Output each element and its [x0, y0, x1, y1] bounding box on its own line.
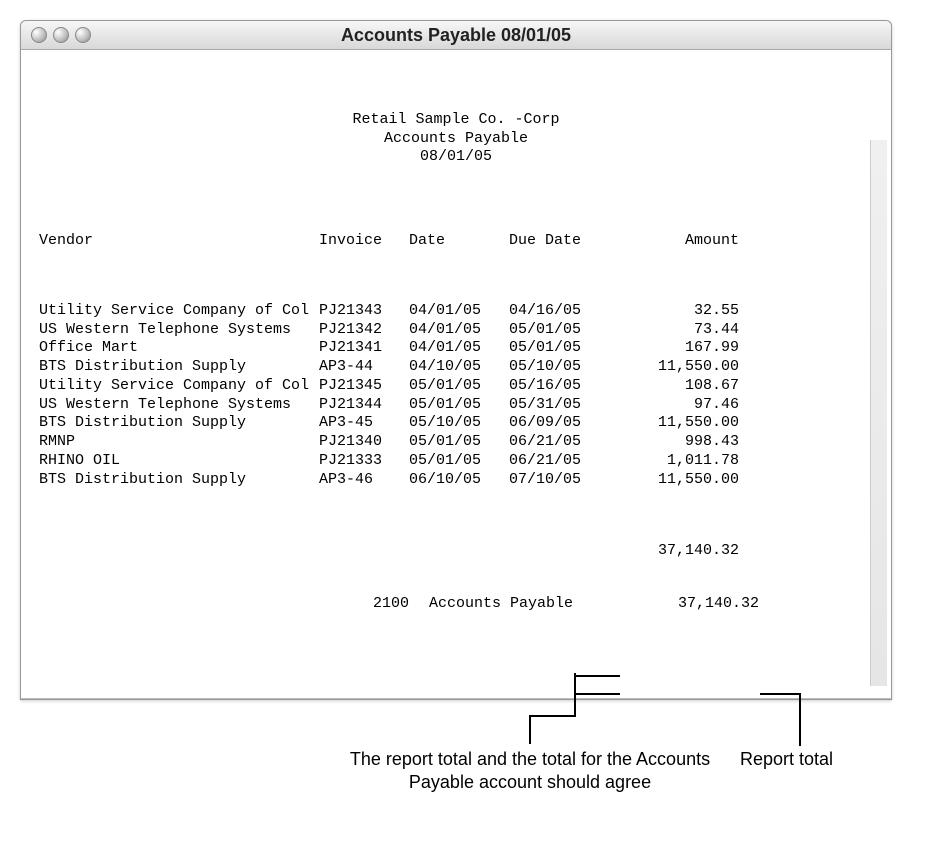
- table-row: US Western Telephone SystemsPJ2134204/01…: [39, 321, 873, 340]
- col-header-date: Date: [409, 232, 509, 251]
- cell-amount: 1,011.78: [609, 452, 739, 471]
- table-row: RMNPPJ2134005/01/0506/21/05998.43: [39, 433, 873, 452]
- cell-vendor: Utility Service Company of Col: [39, 302, 319, 321]
- cell-amount: 32.55: [609, 302, 739, 321]
- cell-date: 05/01/05: [409, 433, 509, 452]
- cell-date: 04/01/05: [409, 302, 509, 321]
- cell-invoice: PJ21333: [319, 452, 409, 471]
- col-header-amount: Amount: [609, 232, 739, 251]
- report-content: Retail Sample Co. -Corp Accounts Payable…: [21, 50, 891, 696]
- cell-amount: 11,550.00: [609, 414, 739, 433]
- window-title: Accounts Payable 08/01/05: [21, 25, 891, 46]
- cell-invoice: PJ21340: [319, 433, 409, 452]
- cell-duedate: 04/16/05: [509, 302, 609, 321]
- cell-invoice: AP3-44: [319, 358, 409, 377]
- cell-duedate: 05/31/05: [509, 396, 609, 415]
- cell-vendor: RHINO OIL: [39, 452, 319, 471]
- cell-amount: 167.99: [609, 339, 739, 358]
- account-code: 2100: [319, 595, 429, 614]
- report-date: 08/01/05: [420, 148, 492, 165]
- cell-invoice: PJ21342: [319, 321, 409, 340]
- cell-invoice: AP3-45: [319, 414, 409, 433]
- titlebar[interactable]: Accounts Payable 08/01/05: [21, 21, 891, 50]
- callout-right: Report total: [740, 748, 833, 771]
- cell-amount: 11,550.00: [609, 471, 739, 490]
- cell-invoice: PJ21344: [319, 396, 409, 415]
- callout-left: The report total and the total for the A…: [320, 748, 740, 795]
- cell-vendor: Office Mart: [39, 339, 319, 358]
- cell-vendor: Utility Service Company of Col: [39, 377, 319, 396]
- table-row: BTS Distribution SupplyAP3-4606/10/0507/…: [39, 471, 873, 490]
- cell-vendor: BTS Distribution Supply: [39, 414, 319, 433]
- cell-vendor: US Western Telephone Systems: [39, 396, 319, 415]
- table-row: Office MartPJ2134104/01/0505/01/05167.99: [39, 339, 873, 358]
- cell-date: 04/01/05: [409, 321, 509, 340]
- cell-duedate: 05/01/05: [509, 321, 609, 340]
- account-label: Accounts Payable: [429, 595, 629, 614]
- cell-vendor: BTS Distribution Supply: [39, 471, 319, 490]
- col-header-duedate: Due Date: [509, 232, 609, 251]
- company-name: Retail Sample Co. -Corp: [352, 111, 559, 128]
- report-window: Accounts Payable 08/01/05 Retail Sample …: [20, 20, 892, 700]
- subtotal-line: 37,140.32: [39, 542, 873, 561]
- report-title: Accounts Payable: [384, 130, 528, 147]
- cell-amount: 97.46: [609, 396, 739, 415]
- cell-date: 05/01/05: [409, 377, 509, 396]
- cell-invoice: PJ21343: [319, 302, 409, 321]
- account-total-line: 2100 Accounts Payable 37,140.32: [39, 595, 873, 614]
- scrollbar[interactable]: [870, 140, 887, 686]
- cell-amount: 998.43: [609, 433, 739, 452]
- cell-vendor: BTS Distribution Supply: [39, 358, 319, 377]
- rows-container: Utility Service Company of ColPJ2134304/…: [39, 302, 873, 490]
- column-headers: Vendor Invoice Date Due Date Amount: [39, 232, 873, 251]
- subtotal-amount: 37,140.32: [609, 542, 739, 561]
- table-row: BTS Distribution SupplyAP3-4404/10/0505/…: [39, 358, 873, 377]
- report-total-amount: 37,140.32: [629, 595, 759, 614]
- cell-date: 05/10/05: [409, 414, 509, 433]
- table-row: RHINO OILPJ2133305/01/0506/21/051,011.78: [39, 452, 873, 471]
- col-header-invoice: Invoice: [319, 232, 409, 251]
- table-row: Utility Service Company of ColPJ2134304/…: [39, 302, 873, 321]
- table-row: US Western Telephone SystemsPJ2134405/01…: [39, 396, 873, 415]
- callouts: The report total and the total for the A…: [20, 706, 890, 826]
- cell-invoice: PJ21341: [319, 339, 409, 358]
- window-resize-area: [21, 698, 891, 699]
- cell-date: 05/01/05: [409, 396, 509, 415]
- close-icon[interactable]: [31, 27, 47, 43]
- cell-invoice: PJ21345: [319, 377, 409, 396]
- zoom-icon[interactable]: [75, 27, 91, 43]
- cell-invoice: AP3-46: [319, 471, 409, 490]
- cell-duedate: 06/21/05: [509, 433, 609, 452]
- cell-duedate: 06/09/05: [509, 414, 609, 433]
- cell-duedate: 05/16/05: [509, 377, 609, 396]
- minimize-icon[interactable]: [53, 27, 69, 43]
- cell-duedate: 07/10/05: [509, 471, 609, 490]
- cell-amount: 73.44: [609, 321, 739, 340]
- cell-date: 04/10/05: [409, 358, 509, 377]
- cell-duedate: 05/01/05: [509, 339, 609, 358]
- cell-date: 04/01/05: [409, 339, 509, 358]
- cell-amount: 108.67: [609, 377, 739, 396]
- cell-vendor: US Western Telephone Systems: [39, 321, 319, 340]
- cell-amount: 11,550.00: [609, 358, 739, 377]
- col-header-vendor: Vendor: [39, 232, 319, 251]
- table-row: BTS Distribution SupplyAP3-4505/10/0506/…: [39, 414, 873, 433]
- cell-date: 06/10/05: [409, 471, 509, 490]
- cell-date: 05/01/05: [409, 452, 509, 471]
- cell-vendor: RMNP: [39, 433, 319, 452]
- table-row: Utility Service Company of ColPJ2134505/…: [39, 377, 873, 396]
- report-header: Retail Sample Co. -Corp Accounts Payable…: [39, 92, 873, 167]
- cell-duedate: 06/21/05: [509, 452, 609, 471]
- cell-duedate: 05/10/05: [509, 358, 609, 377]
- window-controls: [31, 27, 91, 43]
